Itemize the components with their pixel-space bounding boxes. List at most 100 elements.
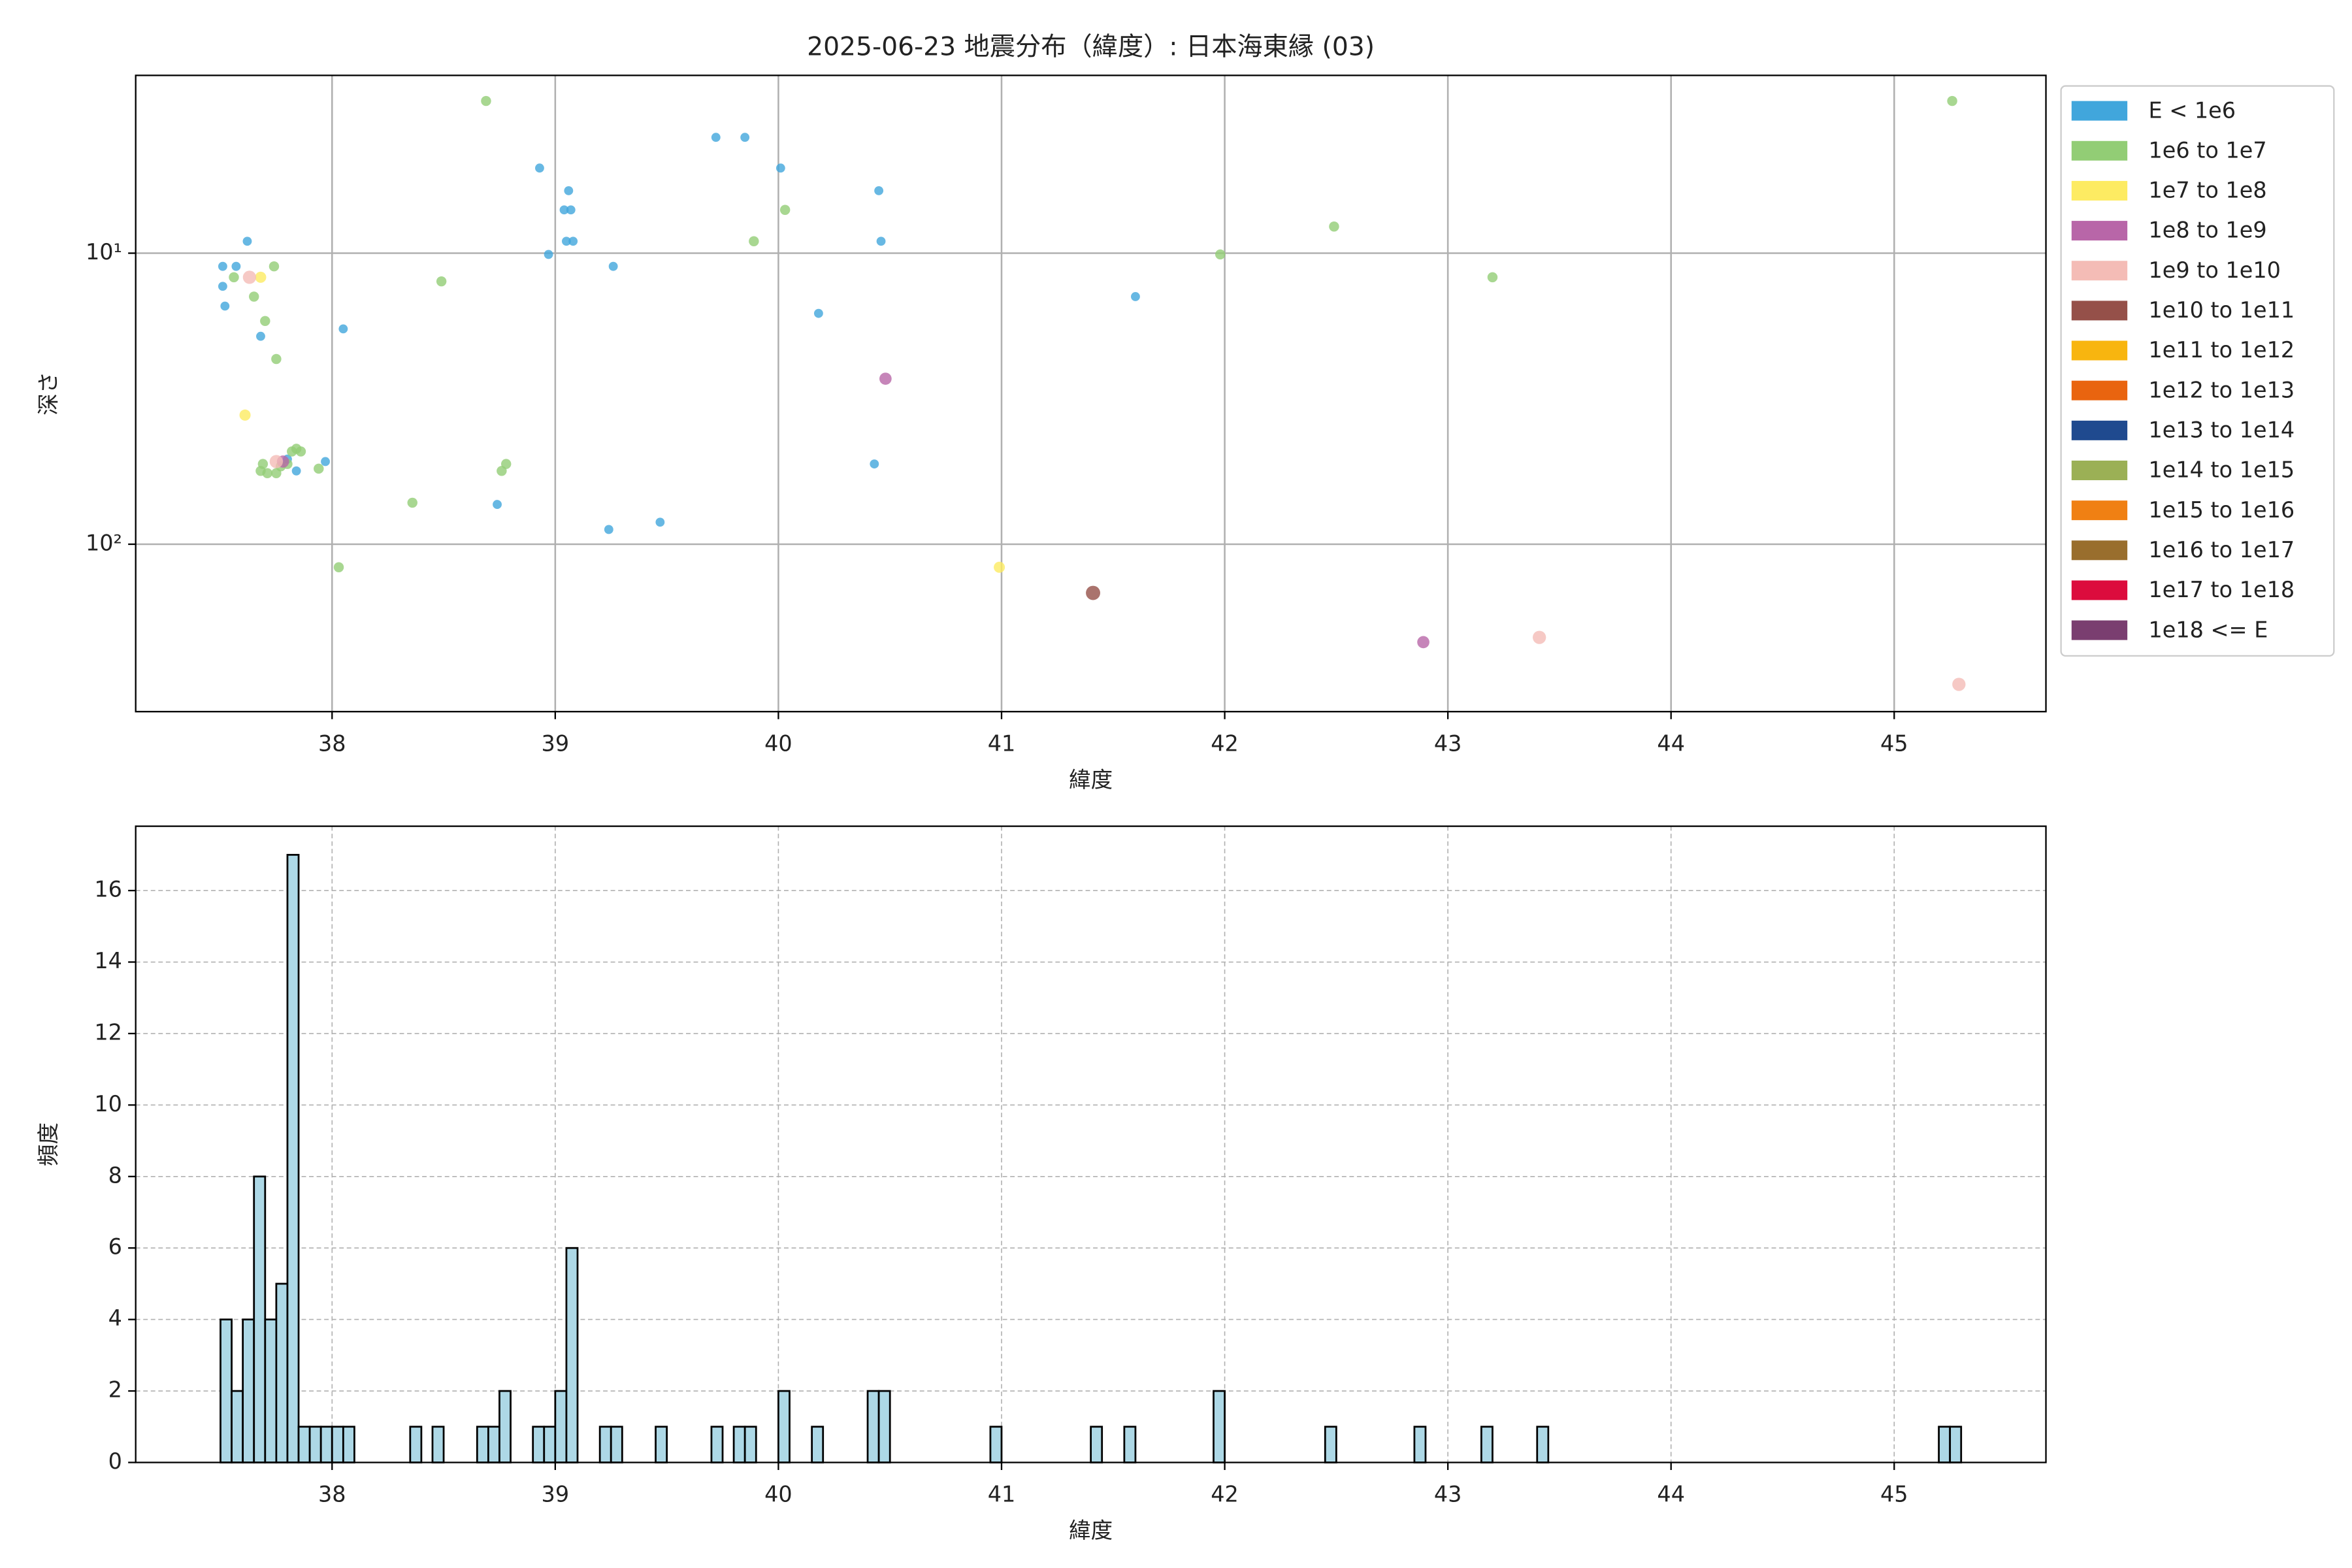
scatter-point xyxy=(566,205,576,215)
legend-swatch xyxy=(2071,101,2128,121)
scatter-point xyxy=(242,270,257,284)
scatter-point xyxy=(876,237,886,246)
histogram-bar xyxy=(275,1282,289,1463)
histogram-bar xyxy=(811,1426,825,1463)
legend-label: 1e6 to 1e7 xyxy=(2148,137,2266,163)
legend-label: 1e12 to 1e13 xyxy=(2148,377,2295,402)
scatter-point xyxy=(436,276,447,287)
x-tick-label: 40 xyxy=(764,1482,792,1507)
scatter-point xyxy=(1947,95,1957,106)
scatter-point xyxy=(564,186,574,195)
scatter-point xyxy=(497,466,507,476)
scatter-point xyxy=(314,463,324,474)
x-tick-label: 38 xyxy=(318,731,346,757)
histogram-bar xyxy=(1949,1426,1963,1463)
legend-label: E < 1e6 xyxy=(2148,97,2236,123)
histogram-bar xyxy=(1480,1426,1494,1463)
scatter-point xyxy=(776,163,785,173)
scatter-point xyxy=(879,372,892,385)
scatter-point xyxy=(740,133,750,142)
legend-box xyxy=(2060,85,2335,657)
y-tick-label: 0 xyxy=(108,1448,122,1474)
scatter-point xyxy=(231,261,241,271)
scatter-point xyxy=(568,237,578,246)
scatter-point xyxy=(994,561,1005,573)
scatter-point xyxy=(874,186,884,195)
histogram-bar xyxy=(1213,1390,1226,1463)
legend-label: 1e16 to 1e17 xyxy=(2148,537,2295,563)
legend-label: 1e8 to 1e9 xyxy=(2148,218,2266,243)
histogram-bar xyxy=(1536,1426,1550,1463)
x-axis-label: 緯度 xyxy=(1069,1518,1113,1543)
legend-label: 1e18 <= E xyxy=(2148,617,2268,642)
histogram-bar xyxy=(231,1390,244,1463)
x-tick-label: 42 xyxy=(1211,731,1239,757)
x-tick-label: 41 xyxy=(988,1482,1016,1507)
legend-label: 1e15 to 1e16 xyxy=(2148,497,2295,523)
scatter-point xyxy=(870,459,879,469)
scatter-point xyxy=(1952,678,1966,691)
scatter-point xyxy=(749,236,759,246)
y-axis-label: 深さ xyxy=(36,372,61,416)
histogram-bar xyxy=(554,1390,568,1463)
scatter-point xyxy=(321,457,330,466)
x-tick-label: 44 xyxy=(1657,731,1685,757)
scatter-point xyxy=(257,459,269,469)
histogram-bar xyxy=(1938,1426,1952,1463)
plot-frame xyxy=(135,825,2047,1463)
scatter-point xyxy=(1417,636,1429,649)
scatter-point xyxy=(248,291,259,302)
x-tick-label: 44 xyxy=(1657,1482,1685,1507)
legend-swatch xyxy=(2071,580,2128,600)
histogram-bar xyxy=(286,853,300,1463)
legend-label: 1e17 to 1e18 xyxy=(2148,577,2295,602)
y-tick-label: 10² xyxy=(86,530,122,555)
y-tick-label: 14 xyxy=(94,948,122,973)
legend-swatch xyxy=(2071,461,2128,480)
scatter-point xyxy=(559,205,569,215)
histogram-bar xyxy=(1324,1426,1337,1463)
scatter-point xyxy=(229,272,239,283)
legend-label: 1e11 to 1e12 xyxy=(2148,337,2295,363)
histogram-bar xyxy=(342,1426,355,1463)
legend-label: 1e9 to 1e10 xyxy=(2148,257,2280,283)
x-tick-label: 38 xyxy=(318,1482,346,1507)
scatter-point xyxy=(608,261,618,271)
y-tick-label: 12 xyxy=(94,1019,122,1045)
scatter-point xyxy=(604,525,613,534)
x-tick-label: 42 xyxy=(1211,1482,1239,1507)
histogram-bar xyxy=(331,1426,344,1463)
x-axis-label: 緯度 xyxy=(1069,767,1113,792)
y-tick-label: 16 xyxy=(94,877,122,902)
scatter-point xyxy=(562,237,571,246)
legend-swatch xyxy=(2071,340,2128,361)
plot-frame xyxy=(135,74,2047,713)
scatter-point xyxy=(218,261,227,271)
scatter-point xyxy=(1086,585,1100,600)
histogram-bar xyxy=(319,1426,333,1463)
x-tick-label: 45 xyxy=(1880,731,1908,757)
histogram-bar xyxy=(431,1426,445,1463)
legend-swatch xyxy=(2071,500,2128,521)
scatter-point xyxy=(481,95,491,106)
legend-swatch xyxy=(2071,301,2128,321)
scatter-point xyxy=(779,204,791,215)
y-tick-label: 2 xyxy=(108,1377,122,1403)
histogram-bar xyxy=(610,1426,623,1463)
scatter-point xyxy=(256,331,265,341)
legend-swatch xyxy=(2071,540,2128,561)
histogram-bar xyxy=(242,1318,255,1463)
histogram-bar xyxy=(710,1426,724,1463)
scatter-point xyxy=(295,446,306,457)
histogram-bar xyxy=(1413,1426,1427,1463)
legend-swatch xyxy=(2071,420,2128,440)
scatter-point xyxy=(218,282,227,291)
histogram-bar xyxy=(253,1175,267,1463)
legend-swatch xyxy=(2071,221,2128,241)
scatter-point xyxy=(1329,221,1339,232)
histogram-bar xyxy=(598,1426,612,1463)
y-tick-label: 4 xyxy=(108,1305,122,1331)
x-tick-label: 43 xyxy=(1434,1482,1462,1507)
x-tick-label: 39 xyxy=(542,731,570,757)
